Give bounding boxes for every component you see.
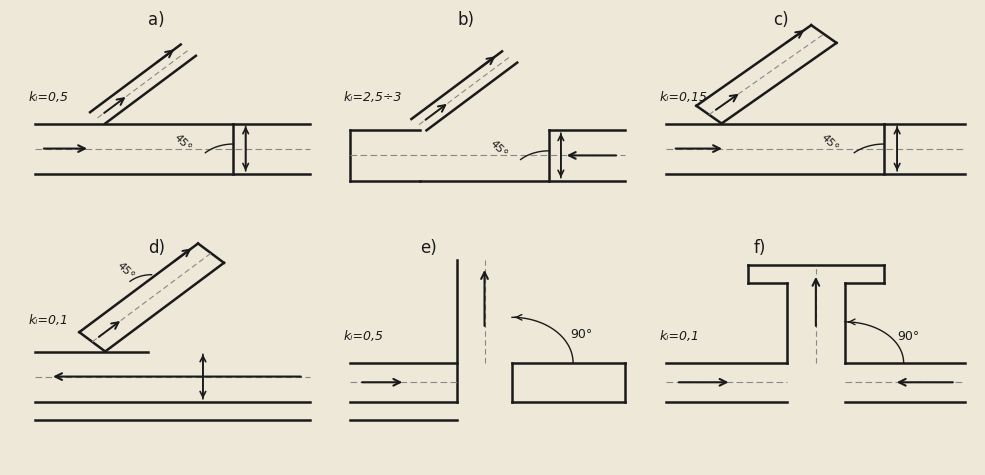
Text: kᵢ=2,5÷3: kᵢ=2,5÷3 (344, 91, 403, 104)
Text: 45°: 45° (820, 132, 840, 153)
Text: 45°: 45° (115, 260, 136, 281)
Text: kᵢ=0,15: kᵢ=0,15 (660, 91, 708, 104)
Text: kᵢ=0,5: kᵢ=0,5 (29, 91, 69, 104)
Text: 90°: 90° (570, 328, 592, 341)
Text: f): f) (755, 239, 766, 257)
Text: b): b) (457, 11, 474, 29)
Text: 45°: 45° (488, 139, 508, 160)
Text: e): e) (421, 239, 437, 257)
Text: kᵢ=0,1: kᵢ=0,1 (29, 314, 69, 327)
Text: kᵢ=0,1: kᵢ=0,1 (660, 330, 700, 343)
Text: c): c) (773, 11, 789, 29)
Text: a): a) (148, 11, 164, 29)
Text: kᵢ=0,5: kᵢ=0,5 (344, 330, 384, 343)
Text: d): d) (148, 239, 164, 257)
Text: 90°: 90° (897, 330, 919, 343)
Text: 45°: 45° (172, 132, 193, 153)
